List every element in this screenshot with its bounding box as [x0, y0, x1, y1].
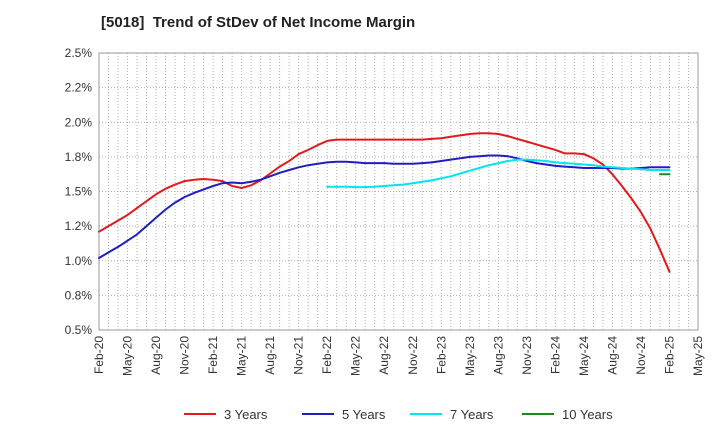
y-tick-label: 1.2% — [65, 219, 93, 233]
series-line-5-years — [98, 154, 671, 259]
x-tick-label: Aug-21 — [263, 336, 277, 375]
x-tick-label: Feb-23 — [434, 336, 448, 374]
y-tick-label: 0.8% — [65, 288, 93, 302]
x-tick-label: May-21 — [235, 336, 249, 376]
x-tick-label: Aug-20 — [149, 336, 163, 375]
x-tick-label: Feb-25 — [662, 336, 676, 374]
x-tick-label: Feb-24 — [548, 336, 562, 374]
series-line-7-years — [326, 158, 671, 189]
x-tick-label: Nov-21 — [292, 336, 306, 375]
y-tick-label: 2.0% — [65, 115, 93, 129]
x-tick-label: Nov-20 — [178, 336, 192, 375]
series-line-3-years — [98, 132, 671, 273]
grid — [99, 53, 698, 330]
x-tick-label: Feb-22 — [320, 336, 334, 374]
x-tick-label: May-20 — [121, 336, 135, 376]
legend-label: 10 Years — [562, 407, 613, 422]
x-axis: Feb-20 May-20 Aug-20 Nov-20 Feb-21 May-21 Aug-… — [92, 336, 705, 376]
legend-label: 7 Years — [450, 407, 494, 422]
y-tick-label: 1.5% — [65, 185, 93, 199]
x-tick-label: Nov-23 — [520, 336, 534, 375]
plot-frame — [98, 52, 699, 331]
y-tick-label: 0.5% — [65, 323, 93, 337]
x-tick-label: Aug-24 — [605, 336, 619, 375]
y-tick-label: 2.5% — [65, 46, 93, 60]
x-tick-label: May-22 — [349, 336, 363, 376]
x-tick-label: Aug-22 — [377, 336, 391, 375]
x-tick-label: May-23 — [463, 336, 477, 376]
y-axis: 0.5% 0.8% 1.0% 1.2% 1.5% 1.8% 2.0% 2.2% 2.5% — [65, 46, 93, 337]
legend: 3 Years 5 Years 7 Years 10 Years — [184, 407, 613, 422]
y-tick-label: 2.2% — [65, 81, 93, 95]
y-tick-label: 1.0% — [65, 254, 93, 268]
x-tick-label: May-24 — [577, 336, 591, 376]
legend-label: 5 Years — [342, 407, 386, 422]
x-tick-label: Nov-22 — [406, 336, 420, 375]
x-tick-label: Feb-21 — [206, 336, 220, 374]
series-lines — [98, 132, 671, 273]
x-tick-label: Nov-24 — [634, 336, 648, 375]
x-tick-label: Feb-20 — [92, 336, 106, 374]
legend-label: 3 Years — [224, 407, 268, 422]
x-tick-label: Aug-23 — [491, 336, 505, 375]
chart-title: [5018] Trend of StDev of Net Income Marg… — [101, 14, 416, 31]
y-tick-label: 1.8% — [65, 150, 93, 164]
x-tick-label: May-25 — [691, 336, 705, 376]
